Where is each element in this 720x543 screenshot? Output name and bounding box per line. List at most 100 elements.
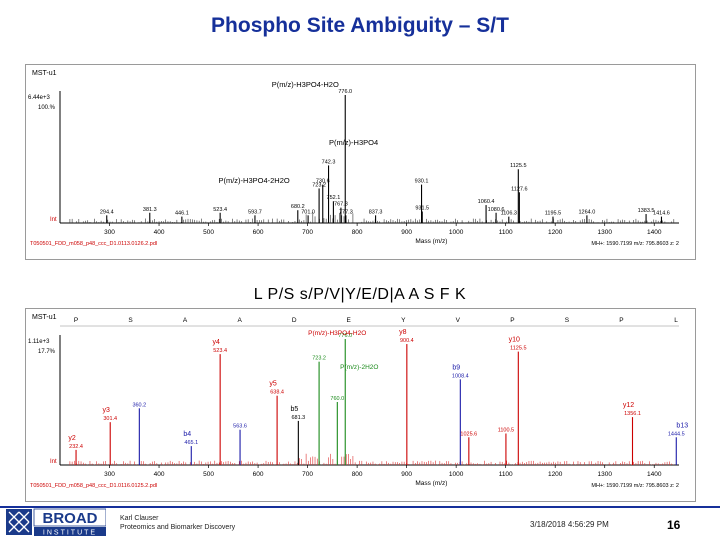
x-tick-label: 900 bbox=[401, 229, 412, 236]
peak-label: 563.6 bbox=[233, 424, 247, 430]
x-tick-label: 400 bbox=[154, 471, 165, 478]
peak-label: 232.4 bbox=[69, 444, 83, 450]
peak-label: 381.3 bbox=[143, 207, 157, 213]
y-axis-bottom-label: Int bbox=[50, 217, 57, 223]
sequence-letter: D bbox=[292, 317, 297, 324]
ion-label: y5 bbox=[269, 381, 277, 388]
sequence-letter: V bbox=[456, 317, 461, 324]
peak-label: 776.0 bbox=[338, 333, 352, 339]
sequence-letter: A bbox=[237, 317, 242, 324]
peak-label: 446.1 bbox=[175, 211, 189, 217]
percent-label: 100.% bbox=[38, 105, 56, 111]
annotation-label: P(m/z)-2H2O bbox=[340, 364, 378, 371]
peak-label: 593.7 bbox=[248, 209, 262, 215]
peak-label: 1025.6 bbox=[460, 431, 477, 437]
x-axis-label: Mass (m/z) bbox=[415, 238, 447, 245]
intensity-scale-label: 1.11e+3 bbox=[28, 339, 50, 345]
x-tick-label: 500 bbox=[203, 229, 214, 236]
sequence-letter: S bbox=[128, 317, 133, 324]
peak-label: 776.0 bbox=[338, 89, 352, 95]
broad-logo: BROAD INSTITUTE bbox=[6, 508, 107, 538]
x-tick-label: 1200 bbox=[548, 471, 563, 478]
author-info: Karl Clauser Proteomics and Biomarker Di… bbox=[120, 514, 235, 532]
peak-label: 294.4 bbox=[100, 209, 114, 215]
x-tick-label: 1000 bbox=[449, 471, 464, 478]
ion-label: b13 bbox=[676, 422, 688, 429]
spectrum-panel-top: MST-u1 6.44e+3 100.% Int 300 400 500 600 700 800 9… bbox=[25, 64, 696, 260]
peak-label: 1060.4 bbox=[478, 199, 495, 205]
peak-label: 752.1 bbox=[327, 195, 341, 201]
x-tick-label: 1200 bbox=[548, 229, 563, 236]
peak-label: 523.4 bbox=[213, 207, 227, 213]
x-tick-label: 700 bbox=[302, 229, 313, 236]
annotation-label: P(m/z)-H3PO4-H2O bbox=[272, 80, 339, 89]
x-tick-label: 1100 bbox=[499, 471, 513, 478]
footer-divider bbox=[0, 506, 720, 508]
page-number: 16 bbox=[667, 518, 681, 532]
intensity-scale-label: 6.44e+3 bbox=[28, 95, 51, 101]
x-axis-label: Mass (m/z) bbox=[415, 480, 447, 487]
ion-label: y3 bbox=[103, 407, 111, 414]
x-tick-label: 600 bbox=[253, 471, 264, 478]
chart-footer-left: T050501_FDD_m058_p48_ccc_D1.0113.0126.2.… bbox=[30, 241, 157, 247]
peak-label: 1106.3 bbox=[501, 211, 517, 217]
peak-label: 900.4 bbox=[400, 338, 414, 344]
chart-header-label: MST-u1 bbox=[32, 70, 57, 77]
peak-label: 701.0 bbox=[301, 209, 315, 215]
peak-label: 465.1 bbox=[184, 440, 198, 446]
peak-label: 767.3 bbox=[334, 202, 348, 208]
x-tick-label: 500 bbox=[203, 471, 214, 478]
peak-label: 1383.5 bbox=[638, 208, 655, 214]
peak-label: 638.4 bbox=[270, 390, 284, 396]
ion-label: b9 bbox=[452, 364, 460, 371]
ion-label: b5 bbox=[290, 406, 298, 413]
x-tick-label: 900 bbox=[401, 471, 412, 478]
sequence-letter: P bbox=[510, 317, 514, 324]
peak-label: 760.0 bbox=[330, 396, 344, 402]
sequence-letter: P bbox=[619, 317, 623, 324]
sequence-letter: E bbox=[347, 317, 352, 324]
peak-label: 1444.5 bbox=[668, 431, 685, 437]
sequence-letter: L bbox=[674, 317, 678, 324]
x-tick-label: 800 bbox=[352, 229, 363, 236]
peptide-sequence: L P/S s/P/V|Y/E/D|A A S F K bbox=[253, 286, 467, 303]
chart-header-label: MST-u1 bbox=[32, 314, 57, 321]
peak-label: 1100.5 bbox=[498, 428, 514, 434]
y-axis-bottom-label: Int bbox=[50, 459, 57, 465]
peak-label: 301.4 bbox=[103, 416, 117, 422]
logo-bottom-text: INSTITUTE bbox=[43, 530, 97, 537]
logo-top-text: BROAD bbox=[43, 510, 98, 527]
peak-label: 742.3 bbox=[322, 159, 336, 165]
peak-label: 1414.6 bbox=[653, 211, 670, 217]
annotation-label: P(m/z)-H3PO4 bbox=[329, 138, 378, 147]
peak-label: 360.2 bbox=[132, 402, 146, 408]
peak-label: 1125.5 bbox=[510, 163, 526, 169]
broad-logo-icon: BROAD INSTITUTE bbox=[6, 508, 107, 537]
x-tick-label: 1400 bbox=[647, 229, 662, 236]
peak-label: 777.3 bbox=[339, 209, 353, 215]
peak-label: 1125.5 bbox=[510, 346, 526, 352]
peak-label: 523.4 bbox=[213, 348, 227, 354]
peak-label: 723.2 bbox=[312, 182, 326, 188]
peak-label: 681.3 bbox=[291, 415, 305, 421]
peak-label: 1008.4 bbox=[452, 373, 469, 379]
chart-footer-right: MH+: 1590.7199 m/z: 795.8603 z: 2 bbox=[591, 241, 679, 247]
spectrum-chart-bottom: MST-u1 1.11e+3 17.7% Int 300 400 500 600 700 800 9… bbox=[28, 314, 688, 489]
peak-label: 680.2 bbox=[291, 204, 305, 210]
annotation-label: P(m/z)-H3PO4-2H2O bbox=[218, 176, 289, 185]
chart-footer-right: MH+: 1590.7199 m/z: 795.8603 z: 2 bbox=[591, 483, 679, 489]
ion-label: y10 bbox=[509, 337, 520, 344]
peak-label: 1195.5 bbox=[545, 211, 561, 217]
peak-label: 1080.6 bbox=[488, 207, 505, 213]
ion-label: b4 bbox=[183, 431, 191, 438]
peak-label: 930.1 bbox=[415, 179, 429, 185]
ion-label: y8 bbox=[399, 329, 407, 336]
x-tick-label: 400 bbox=[154, 229, 165, 236]
x-tick-label: 1300 bbox=[597, 471, 612, 478]
x-tick-label: 1100 bbox=[499, 229, 513, 236]
sequence-letter: A bbox=[183, 317, 188, 324]
sequence-letter: S bbox=[565, 317, 570, 324]
x-tick-label: 300 bbox=[104, 471, 115, 478]
peak-label: 1264.0 bbox=[578, 209, 595, 215]
chart-footer-left: T050501_FDD_m058_p48_ccc_D1.0116.0125.2.… bbox=[30, 483, 157, 489]
